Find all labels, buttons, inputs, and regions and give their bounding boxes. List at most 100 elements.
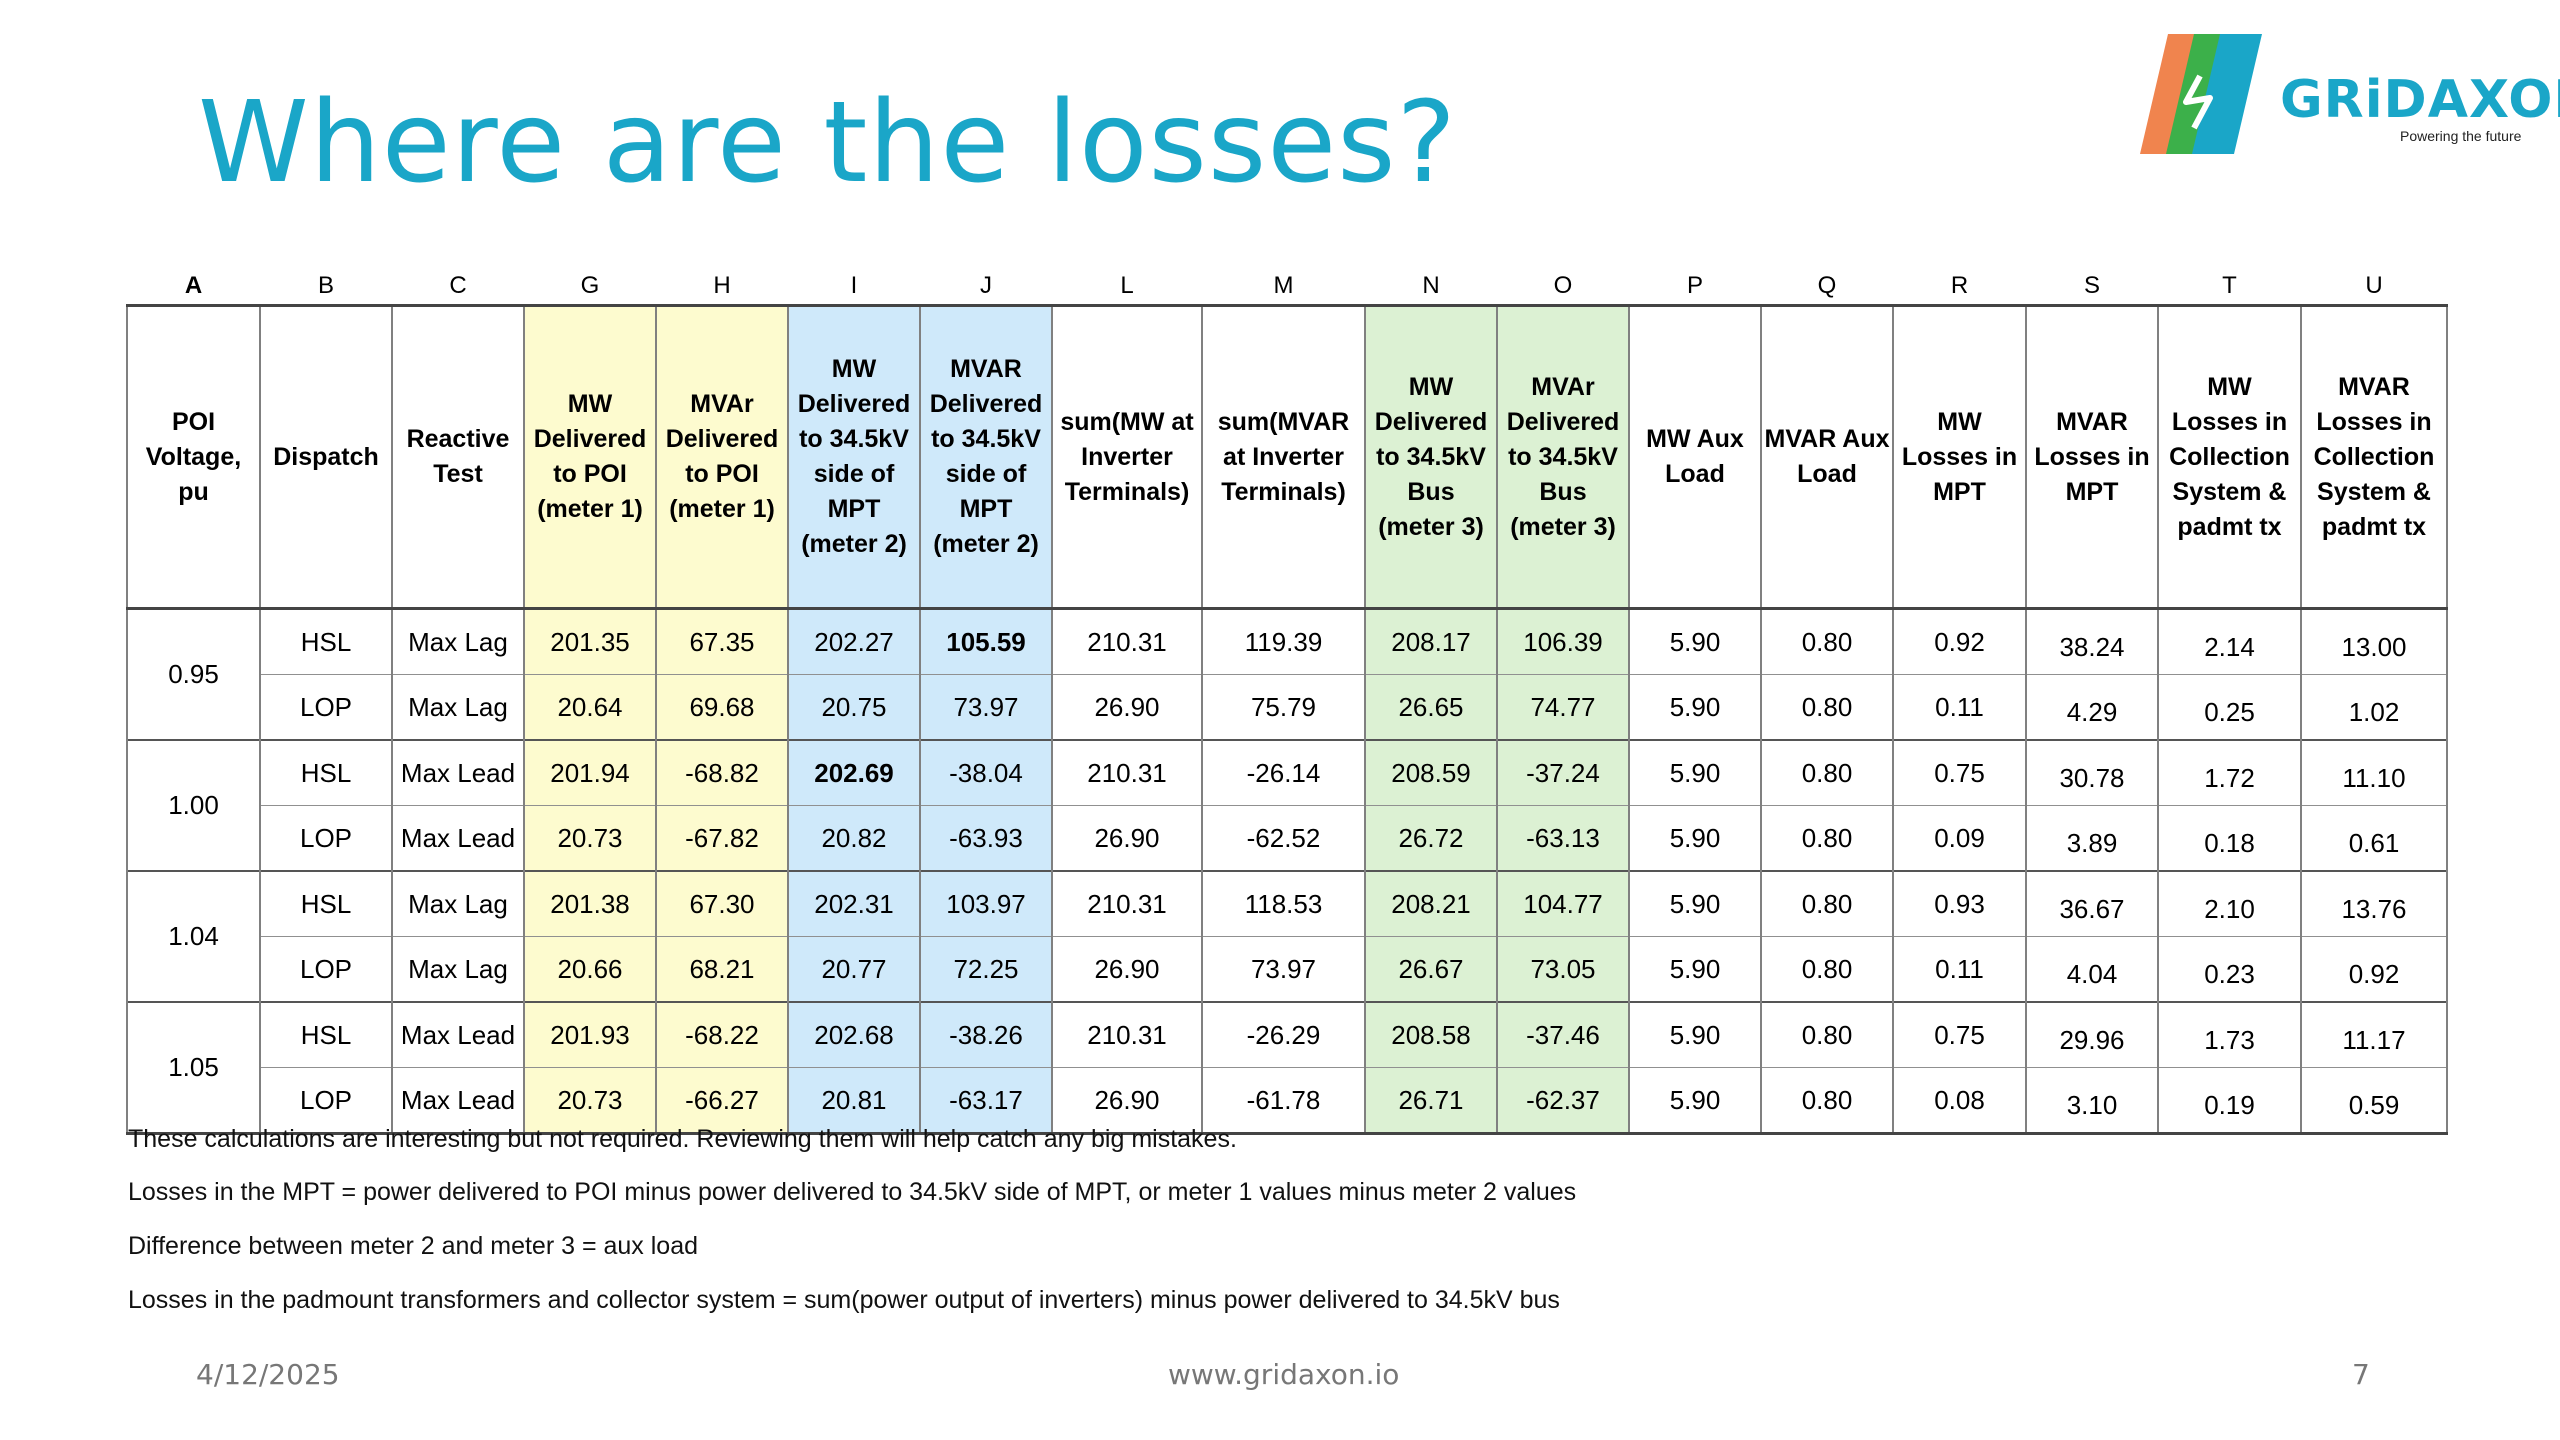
value-cell: 201.94 (523, 739, 657, 806)
column-header: sum(MW at Inverter Terminals) (1051, 304, 1203, 610)
value-cell: 0.80 (1760, 739, 1894, 806)
value-cell: 4.29 (2025, 674, 2159, 741)
value-cell: 0.80 (1760, 607, 1894, 675)
value-cell: 68.21 (655, 936, 789, 1003)
value-cell: 201.35 (523, 607, 657, 675)
column-header: Reactive Test (391, 304, 525, 610)
column-letter: R (1950, 272, 1969, 299)
value-cell: 0.80 (1760, 1001, 1894, 1068)
note-optional: These calculations are interesting but n… (128, 1125, 1237, 1153)
value-cell: 72.25 (919, 936, 1053, 1003)
value-cell: 29.96 (2025, 1001, 2159, 1068)
table-row: LOP Max Lead 20.73 -66.27 20.81 -63.17 26.90 -6… (127, 1067, 2448, 1135)
value-cell: 119.39 (1201, 607, 1366, 675)
column-letter: P (1686, 272, 1703, 299)
value-cell: -38.26 (919, 1001, 1053, 1068)
value-cell: 11.10 (2300, 739, 2448, 806)
value-cell: 210.31 (1051, 739, 1203, 806)
dispatch-cell: HSL (259, 607, 393, 675)
value-cell: 11.17 (2300, 1001, 2448, 1068)
column-letter: U (2365, 272, 2383, 299)
column-header: MVAR Losses in MPT (2025, 304, 2159, 610)
value-cell: 0.75 (1892, 1001, 2027, 1068)
poi-voltage-cell: 1.00 (126, 739, 261, 872)
value-cell: -63.13 (1496, 805, 1630, 872)
value-cell: -68.22 (655, 1001, 789, 1068)
column-header: MVAr Delivered to POI (meter 1) (655, 304, 789, 610)
reactive-test-cell: Max Lead (391, 805, 525, 872)
footer-website: www.gridaxon.io (1168, 1358, 1400, 1391)
column-letter: M (1273, 272, 1294, 299)
value-cell: 202.27 (787, 607, 921, 675)
value-cell: 26.90 (1051, 674, 1203, 741)
footer-page-number: 7 (2352, 1358, 2370, 1391)
column-letter: H (713, 272, 731, 299)
dispatch-cell: HSL (259, 739, 393, 806)
value-cell: 26.67 (1364, 936, 1498, 1003)
value-cell: 202.68 (787, 1001, 921, 1068)
column-header: MVAr Delivered to 34.5kV Bus (meter 3) (1496, 304, 1630, 610)
value-cell: -38.04 (919, 739, 1053, 806)
value-cell: -37.24 (1496, 739, 1630, 806)
value-cell: 2.10 (2157, 870, 2302, 937)
column-header: POI Voltage, pu (126, 304, 261, 610)
value-cell: 0.59 (2300, 1067, 2448, 1135)
poi-voltage-cell: 1.04 (126, 870, 261, 1003)
value-cell: 0.75 (1892, 739, 2027, 806)
reactive-test-cell: Max Lead (391, 1067, 525, 1135)
value-cell: 1.02 (2300, 674, 2448, 741)
column-header: MW Losses in MPT (1892, 304, 2027, 610)
table-row: 1.05 HSL Max Lead 201.93 -68.22 202.68 -38.26 2… (126, 1001, 2448, 1135)
value-cell: 26.90 (1051, 1067, 1203, 1135)
value-cell: 13.76 (2300, 870, 2448, 937)
column-header: MW Losses in Collection System & padmt t… (2157, 304, 2302, 610)
column-header: MVAR Losses in Collection System & padmt… (2300, 304, 2448, 610)
value-cell: 0.80 (1760, 674, 1894, 741)
value-cell: 0.80 (1760, 936, 1894, 1003)
logo-tagline: Powering the future (2400, 128, 2522, 144)
value-cell: -63.93 (919, 805, 1053, 872)
table-row: 1.00 HSL Max Lead 201.94 -68.82 202.69 -38.04 2… (126, 739, 2448, 872)
value-cell: 201.93 (523, 1001, 657, 1068)
value-cell: -66.27 (655, 1067, 789, 1135)
value-cell: -37.46 (1496, 1001, 1630, 1068)
note-aux-load: Difference between meter 2 and meter 3 =… (128, 1232, 699, 1260)
value-cell: 20.73 (523, 805, 657, 872)
value-cell: 73.97 (1201, 936, 1366, 1003)
value-cell: 5.90 (1628, 1067, 1762, 1135)
value-cell: 5.90 (1628, 607, 1762, 675)
value-cell: 5.90 (1628, 1001, 1762, 1068)
table-row: LOP Max Lead 20.73 -67.82 20.82 -63.93 26.90 -6… (127, 805, 2448, 872)
value-cell: 103.97 (919, 870, 1053, 937)
value-cell: 20.75 (787, 674, 921, 741)
value-cell: 20.73 (523, 1067, 657, 1135)
poi-voltage-cell: 0.95 (126, 607, 261, 741)
gridaxon-logo: GRiDAXON Powering the future (2138, 28, 2560, 160)
footer-date: 4/12/2025 (196, 1358, 340, 1391)
column-letter: J (980, 272, 992, 299)
value-cell: 0.11 (1892, 674, 2027, 741)
column-letter: T (2222, 272, 2237, 299)
value-cell: 26.90 (1051, 805, 1203, 872)
value-cell: 0.18 (2157, 805, 2302, 872)
value-cell: 208.58 (1364, 1001, 1498, 1068)
reactive-test-cell: Max Lag (391, 936, 525, 1003)
column-header: MW Delivered to 34.5kV Bus (meter 3) (1364, 304, 1498, 610)
column-letter: O (1553, 272, 1573, 299)
value-cell: -67.82 (655, 805, 789, 872)
column-letter: N (1422, 272, 1440, 299)
value-cell: 0.19 (2157, 1067, 2302, 1135)
value-cell: -62.37 (1496, 1067, 1630, 1135)
value-cell: 210.31 (1051, 870, 1203, 937)
column-letter: A (184, 272, 203, 299)
value-cell: 0.92 (1892, 607, 2027, 675)
column-header: sum(MVAR at Inverter Terminals) (1201, 304, 1366, 610)
value-cell: 202.69 (787, 739, 921, 806)
reactive-test-cell: Max Lead (391, 739, 525, 806)
value-cell: 5.90 (1628, 936, 1762, 1003)
value-cell: 208.17 (1364, 607, 1498, 675)
header-row: POI Voltage, pu Dispatch Reactive Test MW D… (126, 304, 2448, 610)
value-cell: 67.30 (655, 870, 789, 937)
value-cell: 1.73 (2157, 1001, 2302, 1068)
